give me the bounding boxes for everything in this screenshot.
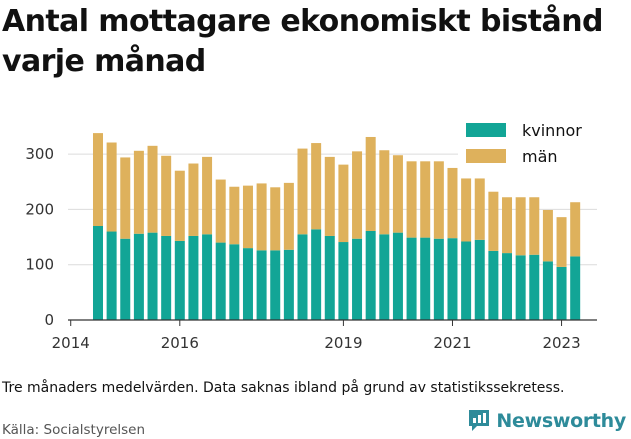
bar-man — [406, 161, 417, 238]
x-tick-label: 2014 — [52, 334, 90, 352]
bar-kvinnor — [433, 238, 444, 320]
bar-kvinnor — [338, 242, 349, 320]
legend-label: kvinnor — [522, 121, 582, 140]
bar-kvinnor — [556, 266, 567, 320]
bar-man — [488, 191, 499, 251]
bar-kvinnor — [202, 234, 213, 320]
bar-kvinnor — [365, 230, 376, 320]
bar-man — [392, 155, 403, 233]
y-tick-label: 200 — [25, 200, 54, 218]
y-tick-label: 100 — [25, 256, 54, 274]
bar-kvinnor — [542, 261, 553, 320]
newsworthy-logo-icon — [469, 410, 490, 431]
bar-man — [447, 167, 458, 239]
bar-man — [242, 185, 253, 249]
bar-kvinnor — [92, 226, 103, 320]
bar-man — [133, 150, 144, 234]
bar-kvinnor — [324, 235, 335, 320]
bar-kvinnor — [570, 256, 581, 320]
bar-kvinnor — [461, 241, 472, 320]
bar-man — [174, 170, 185, 241]
bar-kvinnor — [133, 233, 144, 320]
chart-title: Antal mottagare ekonomiskt bistånd varje… — [2, 4, 603, 79]
bar-man — [202, 156, 213, 235]
bar-kvinnor — [392, 232, 403, 320]
bar-kvinnor — [297, 234, 308, 320]
bar-kvinnor — [161, 235, 172, 320]
bar-man — [474, 178, 485, 240]
bar-man — [324, 156, 335, 236]
x-tick-label: 2016 — [161, 334, 199, 352]
bar-kvinnor — [420, 237, 431, 320]
bar-kvinnor — [447, 238, 458, 320]
legend-swatch-kvinnor — [466, 123, 506, 137]
bar-man — [161, 155, 172, 236]
bar-kvinnor — [242, 248, 253, 320]
bar-kvinnor — [147, 232, 158, 320]
y-tick-label: 300 — [25, 145, 54, 163]
source-note: Källa: Socialstyrelsen — [2, 422, 146, 438]
bar-kvinnor — [515, 255, 526, 320]
bar-man — [379, 150, 390, 235]
bar-man — [365, 136, 376, 231]
bar-man — [461, 178, 472, 242]
bar-man — [106, 142, 117, 232]
bar-kvinnor — [488, 250, 499, 320]
bar-man — [229, 186, 240, 245]
bar-kvinnor — [352, 238, 363, 320]
bar-kvinnor — [106, 231, 117, 320]
bar-man — [120, 157, 131, 239]
bar-man — [433, 161, 444, 239]
bar-man — [502, 197, 513, 254]
y-tick-label: 0 — [44, 311, 54, 329]
bar-man — [529, 197, 540, 255]
chart-caption: Tre månaders medelvärden. Data saknas ib… — [2, 380, 565, 396]
bar-man — [570, 202, 581, 257]
bar-kvinnor — [256, 250, 267, 320]
bar-man — [256, 183, 267, 251]
bar-man — [270, 187, 281, 251]
bar-man — [147, 145, 158, 233]
bar-kvinnor — [174, 240, 185, 320]
bar-man — [515, 197, 526, 256]
bar-kvinnor — [229, 244, 240, 320]
bar-man — [420, 161, 431, 238]
x-tick-label: 2019 — [324, 334, 362, 352]
legend-swatch-man — [466, 149, 506, 163]
brand-name: Newsworthy — [496, 410, 626, 432]
newsworthy-logo[interactable]: Newsworthy — [467, 408, 626, 434]
bar-kvinnor — [379, 234, 390, 320]
x-tick-label: 2023 — [542, 334, 580, 352]
bar-kvinnor — [120, 238, 131, 320]
bar-man — [556, 217, 567, 267]
bar-kvinnor — [502, 253, 513, 320]
bar-kvinnor — [215, 242, 226, 320]
bar-man — [352, 151, 363, 239]
bar-man — [188, 163, 199, 236]
bar-kvinnor — [529, 254, 540, 320]
bar-chart: 0 100 200 300 2014 2016 2019 2021 2023 kvinnor män — [25, 119, 598, 352]
bar-man — [283, 182, 294, 250]
bar-kvinnor — [474, 239, 485, 320]
bar-man — [542, 209, 553, 262]
legend-label: män — [522, 147, 558, 166]
bar-man — [297, 148, 308, 235]
bar-kvinnor — [188, 235, 199, 320]
bar-man — [92, 133, 103, 226]
x-tick-label: 2021 — [433, 334, 471, 352]
bar-kvinnor — [270, 250, 281, 320]
bar-man — [311, 143, 322, 230]
bar-man — [215, 179, 226, 243]
bar-kvinnor — [311, 229, 322, 320]
bar-kvinnor — [283, 249, 294, 320]
bar-man — [338, 164, 349, 243]
bar-kvinnor — [406, 237, 417, 320]
